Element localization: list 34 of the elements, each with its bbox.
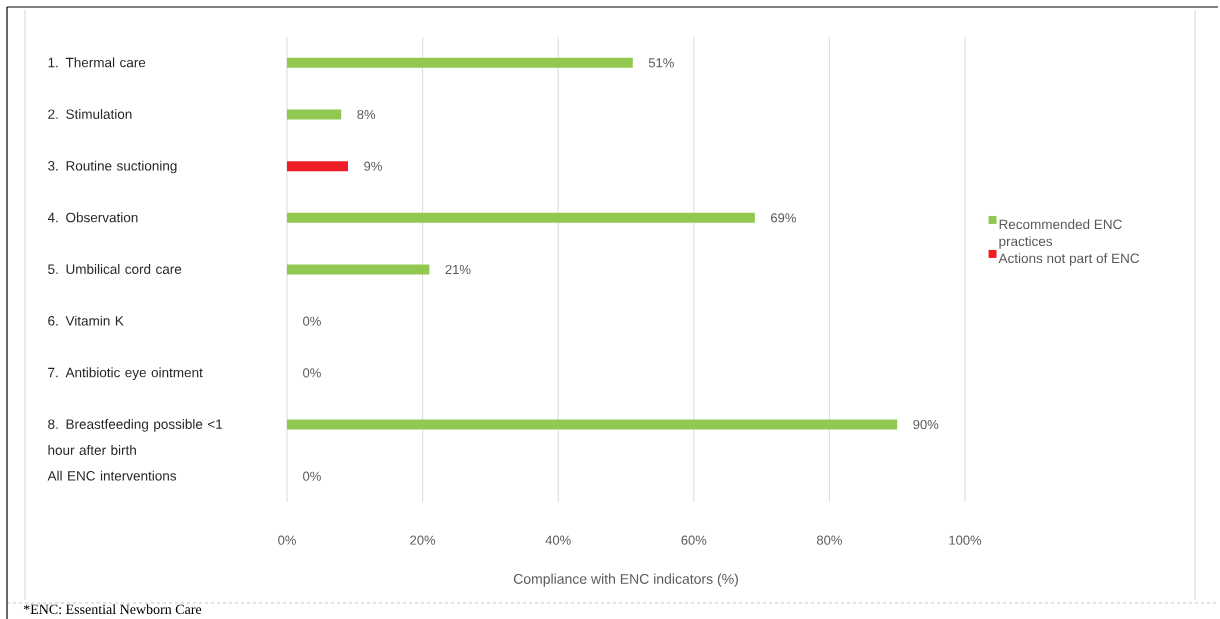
y-tick-label: 2. Stimulation [48,109,132,119]
y-tick-label: 7. Antibiotic eye ointment [48,367,203,380]
data-label: 9% [364,161,382,171]
x-tick-label: 60% [681,535,707,545]
data-label: 8% [357,109,376,120]
bar [287,212,755,223]
data-label: 0% [303,471,321,481]
data-label: 21% [445,264,471,275]
bar [287,57,633,68]
bar [287,419,898,430]
data-label: 69% [771,213,796,223]
y-tick-label: 8. Breastfeeding possible <1 hour after birth [48,419,223,455]
data-label: 90% [913,419,939,430]
y-tick-label: 4. Observation [47,212,138,223]
data-label: 0% [303,368,321,378]
x-tick-label: 0% [278,535,296,545]
x-tick-label: 20% [410,535,436,545]
bar [287,109,342,120]
x-axis-title: Compliance with ENC indicators (%) [513,573,738,587]
data-label: 51% [648,58,674,68]
bar [287,264,430,275]
legend-label: Recommended ENC practices [999,219,1122,249]
bar [287,161,349,172]
data-label: 0% [303,316,321,326]
y-tick-label: 1. Thermal care [48,57,146,68]
text: *ENC: Essential Newborn Care [23,604,202,615]
x-tick-label: 40% [545,535,571,545]
y-tick-label: 3. Routine suctioning [48,160,177,174]
y-tick-label: 5. Umbilical cord care [48,264,182,274]
y-tick-label: 6. Vitamin K [48,315,124,326]
x-tick-label: 80% [816,535,842,545]
legend-label: Actions not part of ENC [998,253,1140,266]
x-tick-label: 100% [949,535,982,545]
y-tick-label: All ENC interventions [47,470,177,481]
